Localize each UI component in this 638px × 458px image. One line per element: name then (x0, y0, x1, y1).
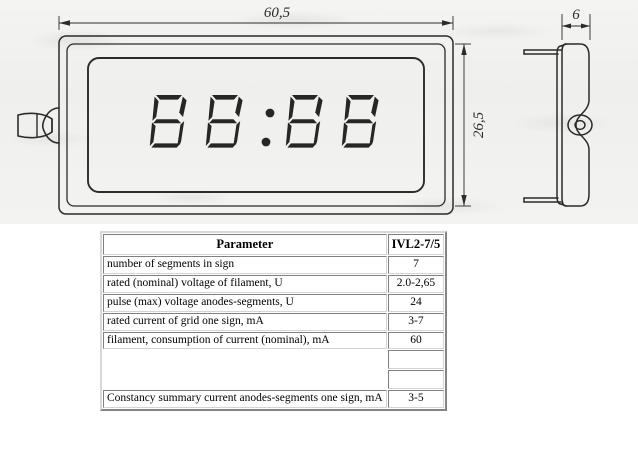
table-row-empty (103, 370, 445, 390)
dimension-height-label: 26,5 (471, 111, 487, 138)
param-value (387, 350, 445, 370)
parameter-table: Parameter IVL2-7/5 number of segments in… (100, 231, 448, 412)
param-value (387, 370, 445, 390)
dimension-height (455, 43, 471, 207)
param-value: 7 (387, 256, 445, 274)
table-header-row: Parameter IVL2-7/5 (103, 234, 445, 255)
table-row: Constancy summary current anodes-segment… (103, 390, 445, 409)
table-row: rated current of grid one sign, mA 3-7 (103, 312, 445, 331)
param-value: 60 (387, 331, 445, 350)
param-label-empty (103, 350, 387, 389)
column-header-value: IVL2-7/5 (387, 234, 445, 255)
param-label: pulse (max) voltage anodes-segments, U (103, 293, 387, 312)
table-row: number of segments in sign 7 (103, 256, 445, 274)
param-value: 3-5 (387, 390, 445, 409)
drawing-vector: 60,5 26,5 6 (17, 5, 593, 215)
param-value: 24 (387, 293, 445, 312)
param-label: filament, consumption of current (nomina… (103, 331, 387, 350)
dimension-depth-label: 6 (572, 7, 580, 23)
seven-segment-digits (149, 95, 379, 148)
outline-drawing: 60,5 26,5 6 (0, 0, 638, 224)
table-row-empty (103, 350, 445, 370)
dimension-depth (561, 14, 591, 40)
param-value: 3-7 (387, 312, 445, 331)
dimension-width (58, 16, 454, 30)
side-view-body (523, 43, 593, 207)
param-label: rated (nominal) voltage of filament, U (103, 274, 387, 293)
param-label: number of segments in sign (103, 256, 387, 274)
column-header-parameter: Parameter (103, 234, 387, 255)
table-row: filament, consumption of current (nomina… (103, 331, 445, 350)
colon-separator (261, 108, 275, 147)
table-row: pulse (max) voltage anodes-segments, U 2… (103, 293, 445, 312)
table-row: rated (nominal) voltage of filament, U 2… (103, 274, 445, 293)
param-label: Constancy summary current anodes-segment… (103, 390, 387, 409)
param-label: rated current of grid one sign, mA (103, 312, 387, 331)
parameter-table-wrapper: Parameter IVL2-7/5 number of segments in… (100, 231, 448, 412)
param-value: 2.0-2,65 (387, 274, 445, 293)
dimension-width-label: 60,5 (264, 5, 291, 21)
